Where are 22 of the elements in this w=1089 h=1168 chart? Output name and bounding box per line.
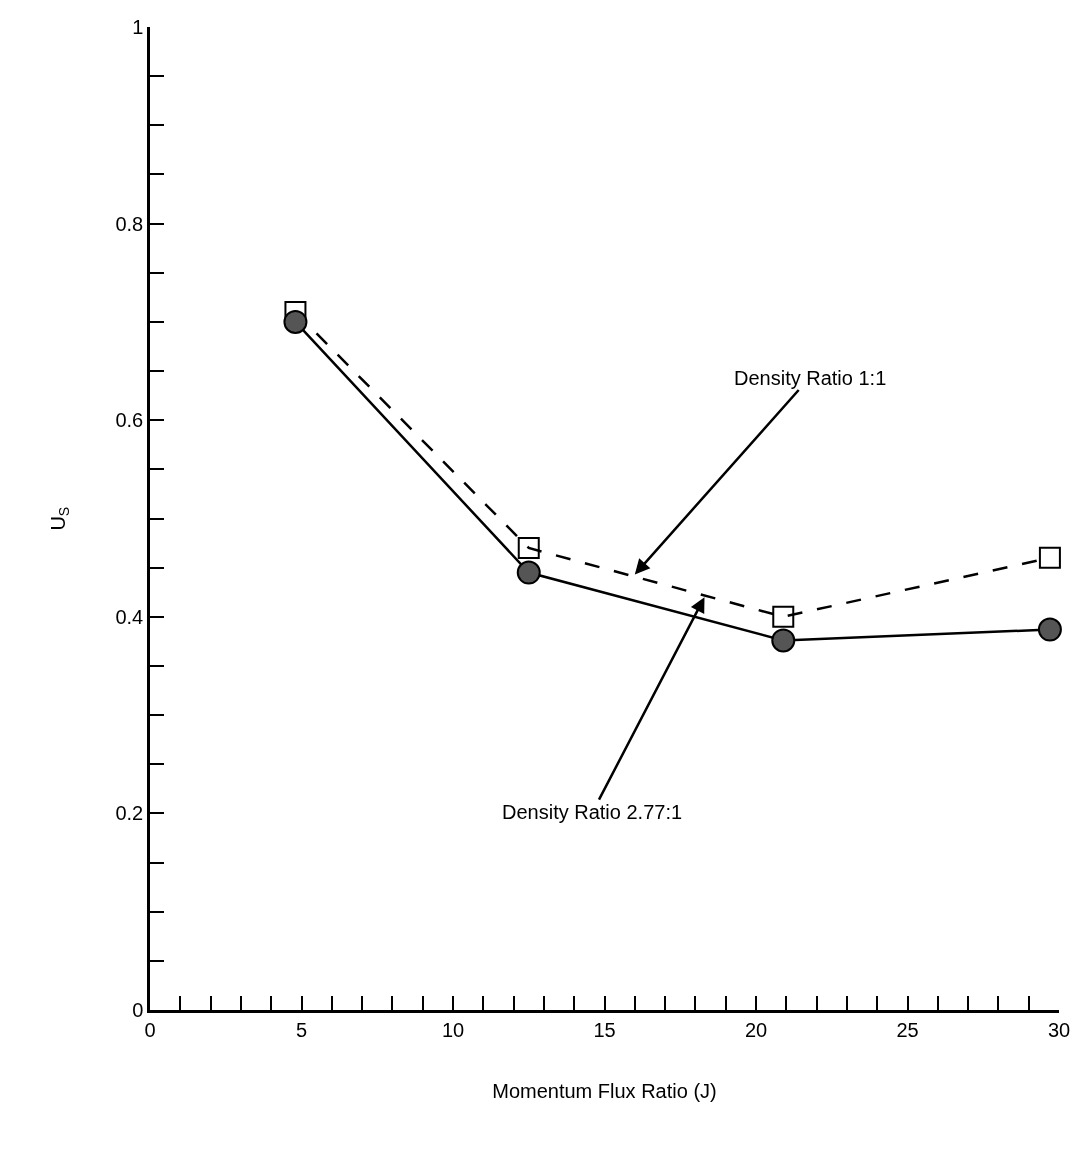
x-axis-title: Momentum Flux Ratio (J) xyxy=(492,1080,717,1103)
x-tick-label: 5 xyxy=(295,1018,308,1041)
point xyxy=(1038,546,1061,569)
x-tick-label: 25 xyxy=(896,1018,919,1041)
point xyxy=(772,605,795,628)
point xyxy=(1037,617,1062,642)
annotation: Density Ratio 1:1 xyxy=(734,367,887,389)
y-tick-label: 0.4 xyxy=(115,605,144,628)
point xyxy=(517,536,540,559)
y-tick-label: 1 xyxy=(132,16,144,38)
point xyxy=(771,628,796,653)
y-tick-label: 0 xyxy=(132,999,144,1021)
point xyxy=(516,560,541,585)
y-tick-label: 0.8 xyxy=(115,212,144,235)
annotation: Density Ratio 2.77:1 xyxy=(502,801,683,823)
x-tick-label: 20 xyxy=(744,1018,768,1041)
y-tick-label: 0.2 xyxy=(115,802,144,825)
point xyxy=(283,309,308,334)
x-tick-label: 10 xyxy=(441,1018,465,1041)
y-tick-label: 0.6 xyxy=(115,409,144,432)
x-tick-label: 15 xyxy=(593,1018,616,1041)
x-tick-label: 30 xyxy=(1047,1018,1071,1041)
